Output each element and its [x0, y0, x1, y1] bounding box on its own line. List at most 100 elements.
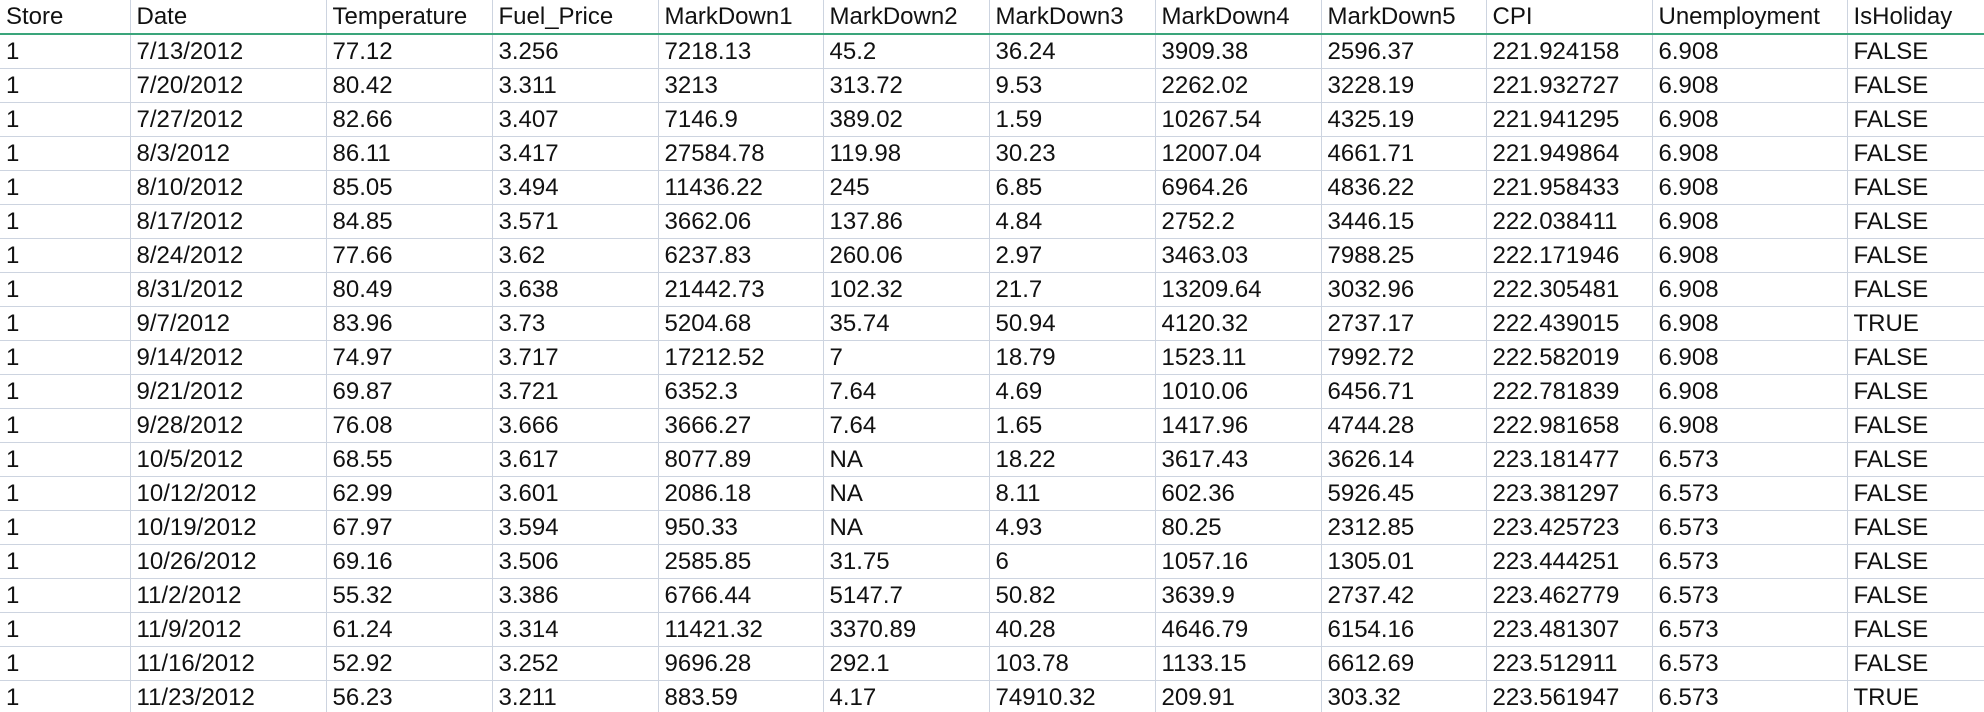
- cell-markdown5[interactable]: 6154.16: [1321, 612, 1487, 647]
- cell-cpi[interactable]: 222.439015: [1486, 306, 1653, 341]
- cell-fuel-price[interactable]: 3.717: [492, 340, 659, 375]
- cell-cpi[interactable]: 222.305481: [1486, 272, 1653, 307]
- cell-temperature[interactable]: 80.42: [326, 68, 493, 103]
- cell-markdown5[interactable]: 7992.72: [1321, 340, 1487, 375]
- cell-fuel-price[interactable]: 3.721: [492, 374, 659, 409]
- cell-markdown4[interactable]: 10267.54: [1155, 102, 1322, 137]
- cell-markdown2[interactable]: NA: [823, 476, 990, 511]
- cell-markdown3[interactable]: 30.23: [989, 136, 1156, 171]
- cell-markdown2[interactable]: 245: [823, 170, 990, 205]
- cell-store[interactable]: 1: [0, 204, 131, 239]
- cell-store[interactable]: 1: [0, 578, 131, 613]
- cell-temperature[interactable]: 68.55: [326, 442, 493, 477]
- cell-temperature[interactable]: 55.32: [326, 578, 493, 613]
- cell-fuel-price[interactable]: 3.571: [492, 204, 659, 239]
- cell-isholiday[interactable]: FALSE: [1847, 646, 1984, 681]
- cell-isholiday[interactable]: FALSE: [1847, 612, 1984, 647]
- cell-markdown3[interactable]: 8.11: [989, 476, 1156, 511]
- cell-markdown1[interactable]: 6237.83: [658, 238, 824, 273]
- cell-markdown2[interactable]: 102.32: [823, 272, 990, 307]
- cell-temperature[interactable]: 86.11: [326, 136, 493, 171]
- cell-markdown4[interactable]: 3909.38: [1155, 34, 1322, 69]
- cell-isholiday[interactable]: FALSE: [1847, 340, 1984, 375]
- cell-cpi[interactable]: 222.582019: [1486, 340, 1653, 375]
- cell-markdown5[interactable]: 2596.37: [1321, 34, 1487, 69]
- cell-markdown3[interactable]: 4.84: [989, 204, 1156, 239]
- cell-cpi[interactable]: 223.561947: [1486, 680, 1653, 712]
- cell-cpi[interactable]: 223.444251: [1486, 544, 1653, 579]
- cell-unemployment[interactable]: 6.908: [1652, 306, 1848, 341]
- cell-date[interactable]: 8/31/2012: [130, 272, 327, 307]
- cell-date[interactable]: 10/26/2012: [130, 544, 327, 579]
- cell-markdown2[interactable]: 313.72: [823, 68, 990, 103]
- cell-markdown5[interactable]: 3032.96: [1321, 272, 1487, 307]
- cell-cpi[interactable]: 223.381297: [1486, 476, 1653, 511]
- cell-markdown2[interactable]: 119.98: [823, 136, 990, 171]
- cell-unemployment[interactable]: 6.573: [1652, 612, 1848, 647]
- cell-markdown4[interactable]: 1417.96: [1155, 408, 1322, 443]
- cell-markdown2[interactable]: 45.2: [823, 34, 990, 69]
- cell-markdown3[interactable]: 1.59: [989, 102, 1156, 137]
- column-header-fuel-price[interactable]: Fuel_Price: [492, 0, 659, 35]
- cell-markdown1[interactable]: 17212.52: [658, 340, 824, 375]
- cell-markdown2[interactable]: 3370.89: [823, 612, 990, 647]
- cell-unemployment[interactable]: 6.573: [1652, 544, 1848, 579]
- cell-markdown1[interactable]: 3213: [658, 68, 824, 103]
- cell-cpi[interactable]: 221.932727: [1486, 68, 1653, 103]
- cell-markdown3[interactable]: 18.79: [989, 340, 1156, 375]
- cell-store[interactable]: 1: [0, 442, 131, 477]
- cell-isholiday[interactable]: FALSE: [1847, 476, 1984, 511]
- cell-markdown4[interactable]: 13209.64: [1155, 272, 1322, 307]
- cell-markdown5[interactable]: 2737.17: [1321, 306, 1487, 341]
- cell-cpi[interactable]: 221.924158: [1486, 34, 1653, 69]
- cell-date[interactable]: 8/17/2012: [130, 204, 327, 239]
- cell-temperature[interactable]: 77.66: [326, 238, 493, 273]
- cell-date[interactable]: 10/19/2012: [130, 510, 327, 545]
- cell-fuel-price[interactable]: 3.311: [492, 68, 659, 103]
- cell-store[interactable]: 1: [0, 34, 131, 69]
- cell-isholiday[interactable]: FALSE: [1847, 578, 1984, 613]
- cell-fuel-price[interactable]: 3.506: [492, 544, 659, 579]
- cell-markdown1[interactable]: 3662.06: [658, 204, 824, 239]
- cell-isholiday[interactable]: FALSE: [1847, 408, 1984, 443]
- cell-unemployment[interactable]: 6.908: [1652, 340, 1848, 375]
- cell-fuel-price[interactable]: 3.417: [492, 136, 659, 171]
- cell-store[interactable]: 1: [0, 170, 131, 205]
- cell-temperature[interactable]: 67.97: [326, 510, 493, 545]
- column-header-cpi[interactable]: CPI: [1486, 0, 1653, 35]
- cell-markdown3[interactable]: 50.82: [989, 578, 1156, 613]
- cell-fuel-price[interactable]: 3.601: [492, 476, 659, 511]
- cell-markdown1[interactable]: 3666.27: [658, 408, 824, 443]
- cell-markdown4[interactable]: 209.91: [1155, 680, 1322, 712]
- cell-fuel-price[interactable]: 3.666: [492, 408, 659, 443]
- cell-markdown2[interactable]: 389.02: [823, 102, 990, 137]
- cell-markdown5[interactable]: 7988.25: [1321, 238, 1487, 273]
- cell-markdown5[interactable]: 4325.19: [1321, 102, 1487, 137]
- cell-fuel-price[interactable]: 3.211: [492, 680, 659, 712]
- cell-date[interactable]: 9/7/2012: [130, 306, 327, 341]
- cell-temperature[interactable]: 62.99: [326, 476, 493, 511]
- cell-markdown2[interactable]: 7: [823, 340, 990, 375]
- cell-store[interactable]: 1: [0, 238, 131, 273]
- cell-isholiday[interactable]: FALSE: [1847, 272, 1984, 307]
- cell-cpi[interactable]: 223.512911: [1486, 646, 1653, 681]
- cell-markdown4[interactable]: 3463.03: [1155, 238, 1322, 273]
- cell-fuel-price[interactable]: 3.638: [492, 272, 659, 307]
- cell-markdown4[interactable]: 602.36: [1155, 476, 1322, 511]
- column-header-temperature[interactable]: Temperature: [326, 0, 493, 35]
- cell-cpi[interactable]: 222.981658: [1486, 408, 1653, 443]
- cell-markdown3[interactable]: 1.65: [989, 408, 1156, 443]
- cell-isholiday[interactable]: FALSE: [1847, 102, 1984, 137]
- cell-store[interactable]: 1: [0, 340, 131, 375]
- cell-isholiday[interactable]: FALSE: [1847, 510, 1984, 545]
- cell-date[interactable]: 7/20/2012: [130, 68, 327, 103]
- cell-unemployment[interactable]: 6.908: [1652, 170, 1848, 205]
- cell-markdown2[interactable]: NA: [823, 442, 990, 477]
- cell-markdown4[interactable]: 2752.2: [1155, 204, 1322, 239]
- cell-markdown1[interactable]: 883.59: [658, 680, 824, 712]
- cell-isholiday[interactable]: FALSE: [1847, 136, 1984, 171]
- column-header-markdown2[interactable]: MarkDown2: [823, 0, 990, 35]
- cell-markdown2[interactable]: 7.64: [823, 374, 990, 409]
- cell-fuel-price[interactable]: 3.494: [492, 170, 659, 205]
- cell-markdown1[interactable]: 5204.68: [658, 306, 824, 341]
